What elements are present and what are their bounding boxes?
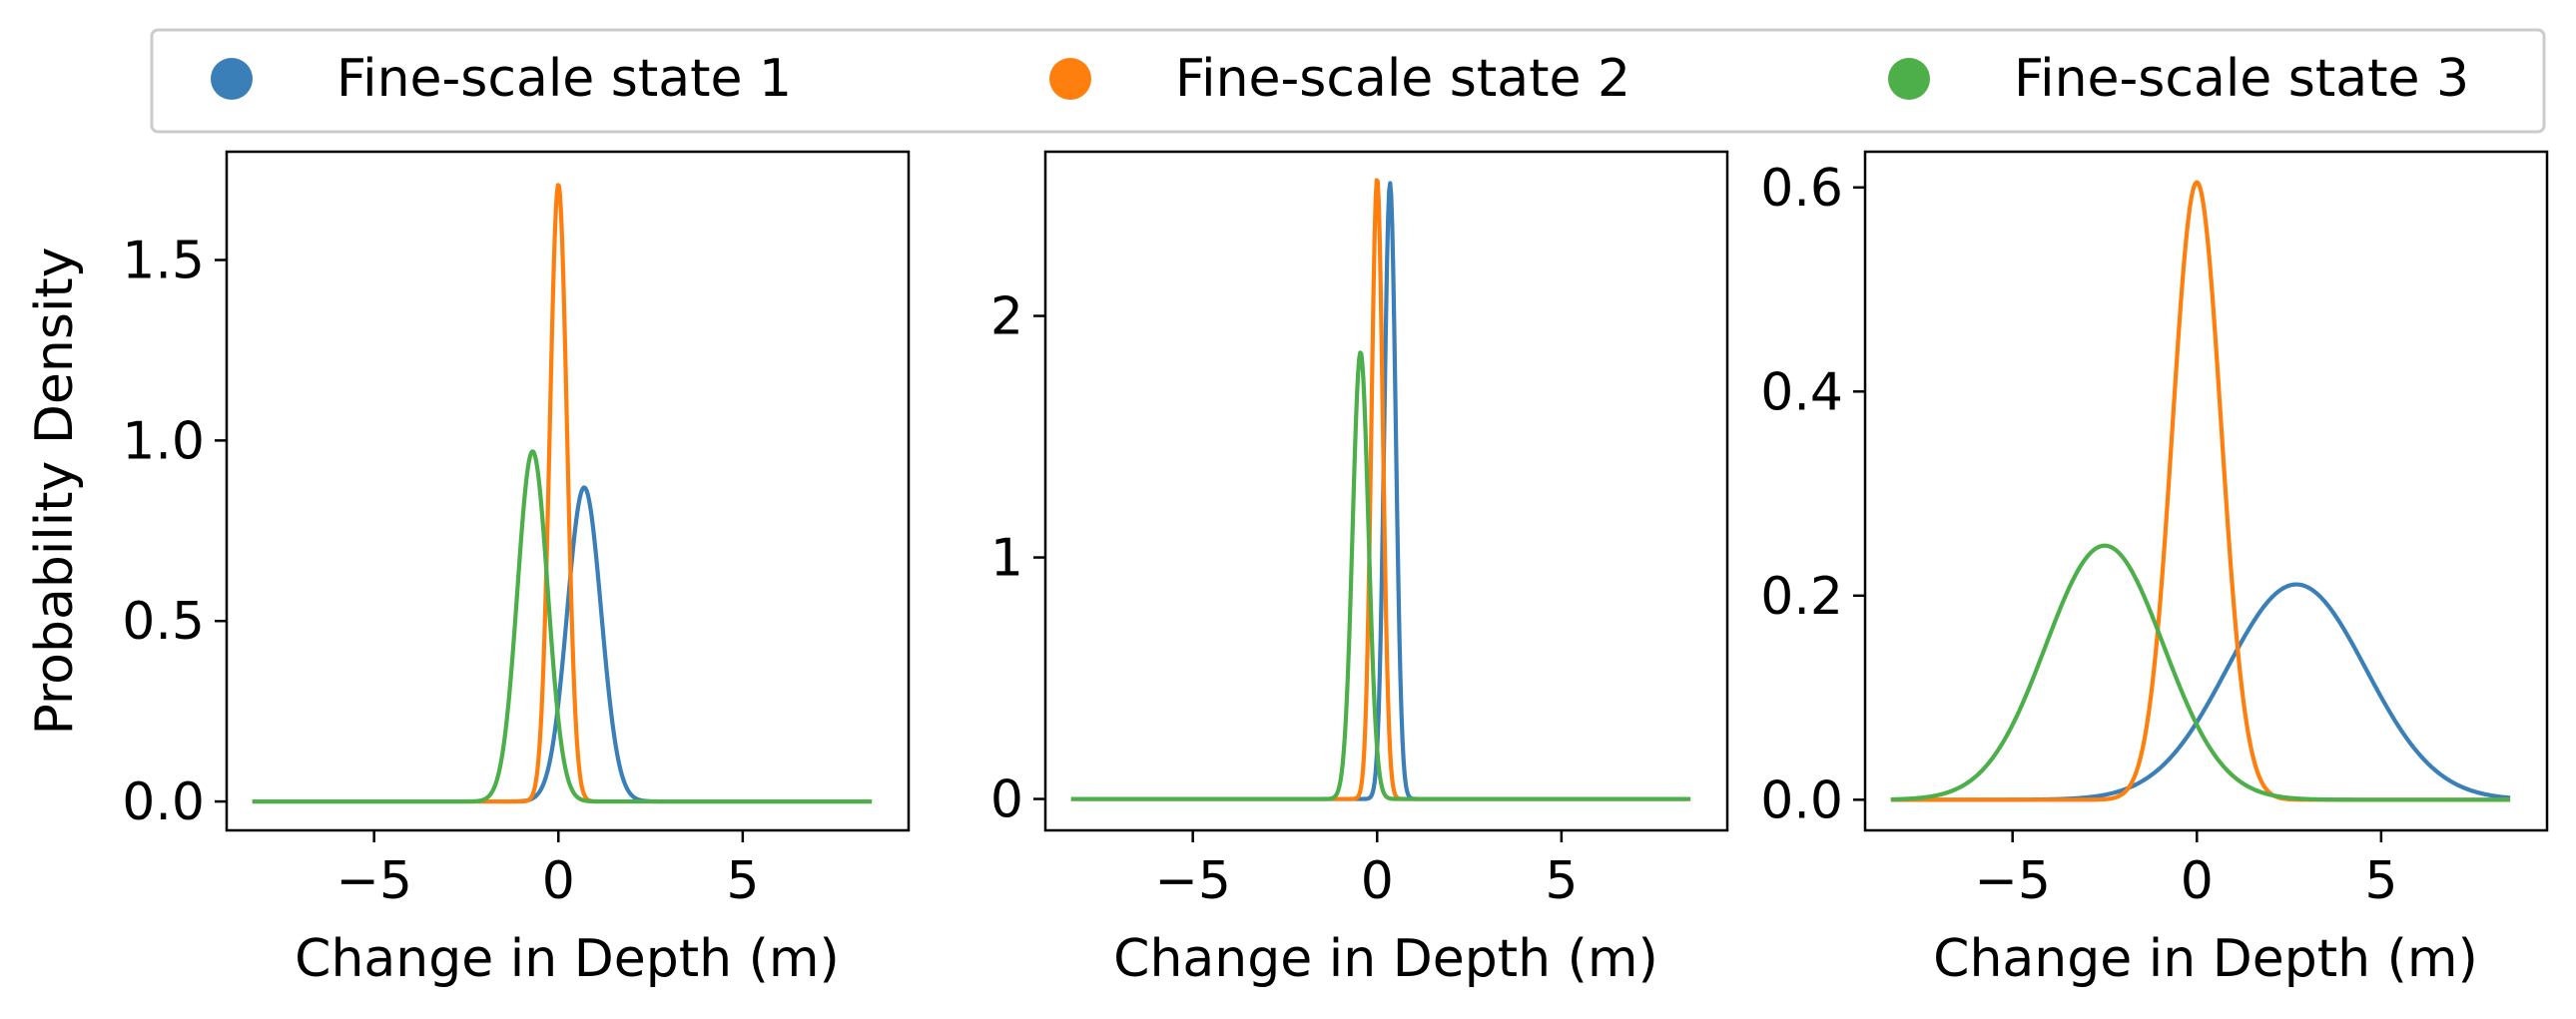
panel-3-xtick-label: 5 — [2364, 851, 2397, 911]
legend: Fine-scale state 1 Fine-scale state 2 Fi… — [150, 28, 2546, 134]
panel-1-ytick-label: 1.5 — [122, 232, 205, 291]
panel-3-curves — [1889, 180, 2512, 802]
panel-2: −5 0 5 0 1 2 Change in Depth (m) — [990, 150, 1729, 989]
panel-2-ytick-label: 0 — [990, 770, 1023, 830]
panel-2-xtick-label: 5 — [1545, 851, 1578, 911]
panel-2-curve-state-3 — [1069, 350, 1692, 801]
panel-1-xtick-label: −5 — [335, 851, 412, 911]
panel-3-ytick-label: 0.0 — [1760, 770, 1843, 830]
panel-1-ytick-label: 0.0 — [122, 772, 205, 832]
panel-2-xtick-label: −5 — [1154, 851, 1231, 911]
panel-1-xlabel: Change in Depth (m) — [295, 929, 840, 989]
panel-3-ticks: −5 0 5 0.0 0.2 0.4 0.6 — [1760, 159, 2397, 911]
panel-2-ytick-label: 2 — [990, 287, 1023, 347]
panel-3-ytick-label: 0.4 — [1760, 362, 1843, 422]
panel-2-frame — [1043, 150, 1729, 832]
panel-1-frame — [225, 150, 911, 832]
panel-1-ytick-label: 1.0 — [122, 411, 205, 471]
panel-3-curve-state-2 — [1889, 180, 2512, 802]
panel-2-ytick-label: 1 — [990, 529, 1023, 589]
legend-marker-state-1 — [211, 58, 253, 100]
panel-3-xlabel: Change in Depth (m) — [1933, 929, 2478, 989]
panel-3-ytick-label: 0.6 — [1760, 159, 1843, 219]
legend-marker-state-3 — [1888, 58, 1930, 100]
panel-1-curve-state-3 — [251, 449, 874, 804]
panel-1: −5 0 5 0.0 0.5 1.0 1.5 Change in Depth (m) Pro… — [25, 150, 911, 989]
legend-label-state-1: Fine-scale state 1 — [336, 49, 792, 109]
legend-marker-state-2 — [1049, 58, 1091, 100]
legend-label-state-3: Fine-scale state 3 — [2014, 49, 2469, 109]
panel-1-xtick-label: 0 — [542, 851, 575, 911]
panel-1-curves — [251, 183, 874, 804]
legend-label-state-2: Fine-scale state 2 — [1175, 49, 1630, 109]
panel-2-xtick-label: 0 — [1361, 851, 1394, 911]
panel-1-ticks: −5 0 5 0.0 0.5 1.0 1.5 — [122, 232, 759, 911]
panel-3-ytick-label: 0.2 — [1760, 567, 1843, 627]
panel-1-curve-state-2 — [251, 183, 874, 804]
panel-3: −5 0 5 0.0 0.2 0.4 0.6 Change in Depth (m) — [1760, 150, 2549, 989]
panel-1-xtick-label: 5 — [726, 851, 759, 911]
legend-frame — [150, 28, 2546, 134]
panel-1-ytick-label: 0.5 — [122, 592, 205, 652]
panel-3-xtick-label: −5 — [1974, 851, 2051, 911]
panel-3-curve-state-3 — [1889, 543, 2512, 802]
panel-1-ylabel: Probability Density — [25, 247, 85, 735]
panel-2-ticks: −5 0 5 0 1 2 — [990, 287, 1579, 911]
panel-2-curves — [1069, 178, 1692, 801]
panel-2-xlabel: Change in Depth (m) — [1113, 929, 1658, 989]
panel-3-frame — [1863, 150, 2549, 832]
panel-3-xtick-label: 0 — [2181, 851, 2214, 911]
